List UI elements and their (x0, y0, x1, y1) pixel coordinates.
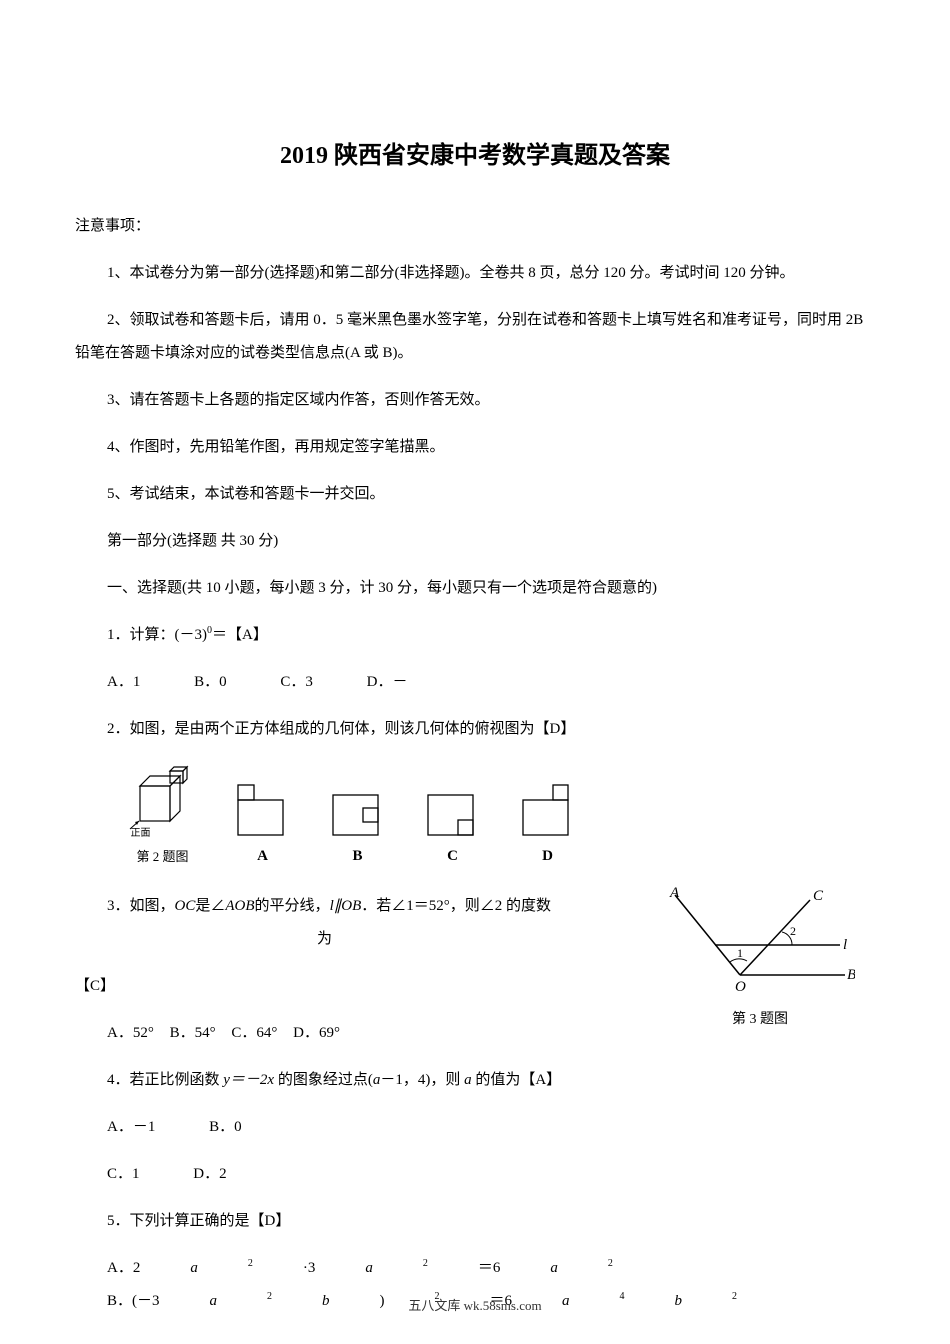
angle-diagram-icon: A C l B O 1 2 (665, 885, 855, 995)
q5a-a2: a (365, 1252, 373, 1285)
q3-optB: B．54° (170, 1017, 216, 1050)
q1-text-pre: 1．计算：(－3) (107, 627, 207, 643)
q4-optC: C．1 (107, 1158, 140, 1191)
q3-oc: OC (175, 898, 196, 914)
q3-tail: 为 (317, 923, 332, 956)
section1-header: 一、选择题(共 10 小题，每小题 3 分，计 30 分，每小题只有一个选项是符… (75, 572, 875, 605)
note-4: 4、作图时，先用铅笔作图，再用规定签字笔描黑。 (75, 431, 875, 464)
front-label: 正面 (131, 824, 151, 839)
q2-fig-main: 正面 第 2 题图 (125, 761, 200, 865)
q4-options-1: A．－1 B．0 (75, 1111, 875, 1144)
q4-pre: 4．若正比例函数 (107, 1072, 223, 1088)
q3-optD: D．69° (293, 1017, 340, 1050)
q5a-pre: A．2 (107, 1252, 140, 1285)
q4-post: 的值为【A】 (472, 1072, 562, 1088)
footer-text: 五八文库 wk.58sms.com (0, 1295, 950, 1314)
option-c-shape (420, 780, 485, 840)
q2-figB: B (325, 780, 390, 865)
q5a-mid: ·3 (303, 1252, 316, 1285)
q4-mid: 的图象经过点( (274, 1072, 373, 1088)
q4-eq: y＝－2x (223, 1072, 274, 1088)
part1-header: 第一部分(选择题 共 30 分) (75, 525, 875, 558)
q2-figC: C (420, 780, 485, 865)
q2-figures: 正面 第 2 题图 A B C D (75, 761, 875, 865)
q3-optA: A．52° (107, 1017, 154, 1050)
q5-optA: A．2a2·3a2＝6a2 (107, 1252, 663, 1285)
q4-a2: a (464, 1072, 472, 1088)
q2-text: 2．如图，是由两个正方体组成的几何体，则该几何体的俯视图为【D】 (75, 713, 875, 746)
q4-optA: A．－1 (107, 1111, 155, 1144)
label-1: 1 (737, 946, 743, 960)
q3-wrap: A C l B O 1 2 第 3 题图 3．如图，OC是∠AOB的平分线，l∥… (75, 890, 875, 1097)
option-b-shape (325, 780, 390, 840)
q1-options: A．1 B．0 C．3 D．－ (75, 666, 875, 699)
q2-labelB: B (352, 848, 362, 865)
option-d-shape (515, 780, 580, 840)
q2-caption: 第 2 题图 (136, 846, 188, 865)
q5a-eq: ＝6 (478, 1252, 501, 1285)
label-B: B (847, 967, 855, 983)
q2-labelC: C (447, 848, 458, 865)
label-O: O (735, 979, 746, 995)
q3-pre: 3．如图， (107, 898, 175, 914)
q1-text: 1．计算：(－3)0＝【A】 (75, 619, 875, 652)
label-l: l (843, 937, 847, 953)
q2-figD: D (515, 780, 580, 865)
note-1: 1、本试卷分为第一部分(选择题)和第二部分(非选择题)。全卷共 8 页，总分 1… (75, 257, 875, 290)
q1-optD: D．－ (367, 666, 408, 699)
q4-text: 4．若正比例函数 y＝－2x 的图象经过点(a－1，4)，则 a 的值为【A】 (75, 1064, 875, 1097)
q5a-a1: a (190, 1252, 198, 1285)
document-title: 2019 陕西省安康中考数学真题及答案 (75, 135, 875, 170)
q1-optB: B．0 (194, 666, 227, 699)
q1-text-post: ＝【A】 (212, 627, 268, 643)
q3-mid2: 的平分线， (255, 898, 330, 914)
q4-options-2: C．1 D．2 (75, 1158, 875, 1191)
q5a-a3: a (550, 1252, 558, 1285)
q2-labelD: D (542, 848, 553, 865)
q5-text: 5．下列计算正确的是【D】 (75, 1205, 875, 1238)
label-A: A (669, 885, 680, 901)
q3-figure: A C l B O 1 2 第 3 题图 (665, 885, 855, 1028)
q3-optC: C．64° (231, 1017, 277, 1050)
notes-header: 注意事项： (75, 210, 875, 243)
note-3: 3、请在答题卡上各题的指定区域内作答，否则作答无效。 (75, 384, 875, 417)
q4-optB: B．0 (209, 1111, 242, 1144)
q3-mid1: 是∠ (195, 898, 225, 914)
label-2: 2 (790, 924, 796, 938)
q3-lob: l∥OB (330, 898, 362, 914)
q4-optD: D．2 (193, 1158, 226, 1191)
q2-labelA: A (257, 848, 268, 865)
q3-aob: AOB (225, 898, 254, 914)
q4-mid2: －1，4)，则 (380, 1072, 464, 1088)
q3-mid3: ．若∠1＝52°，则∠2 的度数 (361, 898, 551, 914)
q1-optA: A．1 (107, 666, 140, 699)
q2-figA: A (230, 780, 295, 865)
note-5: 5、考试结束，本试卷和答题卡一并交回。 (75, 478, 875, 511)
note-2: 2、领取试卷和答题卡后，请用 0．5 毫米黑色墨水签字笔，分别在试卷和答题卡上填… (75, 304, 875, 370)
label-C: C (813, 888, 824, 904)
q1-optC: C．3 (280, 666, 313, 699)
q3-caption: 第 3 题图 (665, 1008, 855, 1028)
option-a-shape (230, 780, 295, 840)
